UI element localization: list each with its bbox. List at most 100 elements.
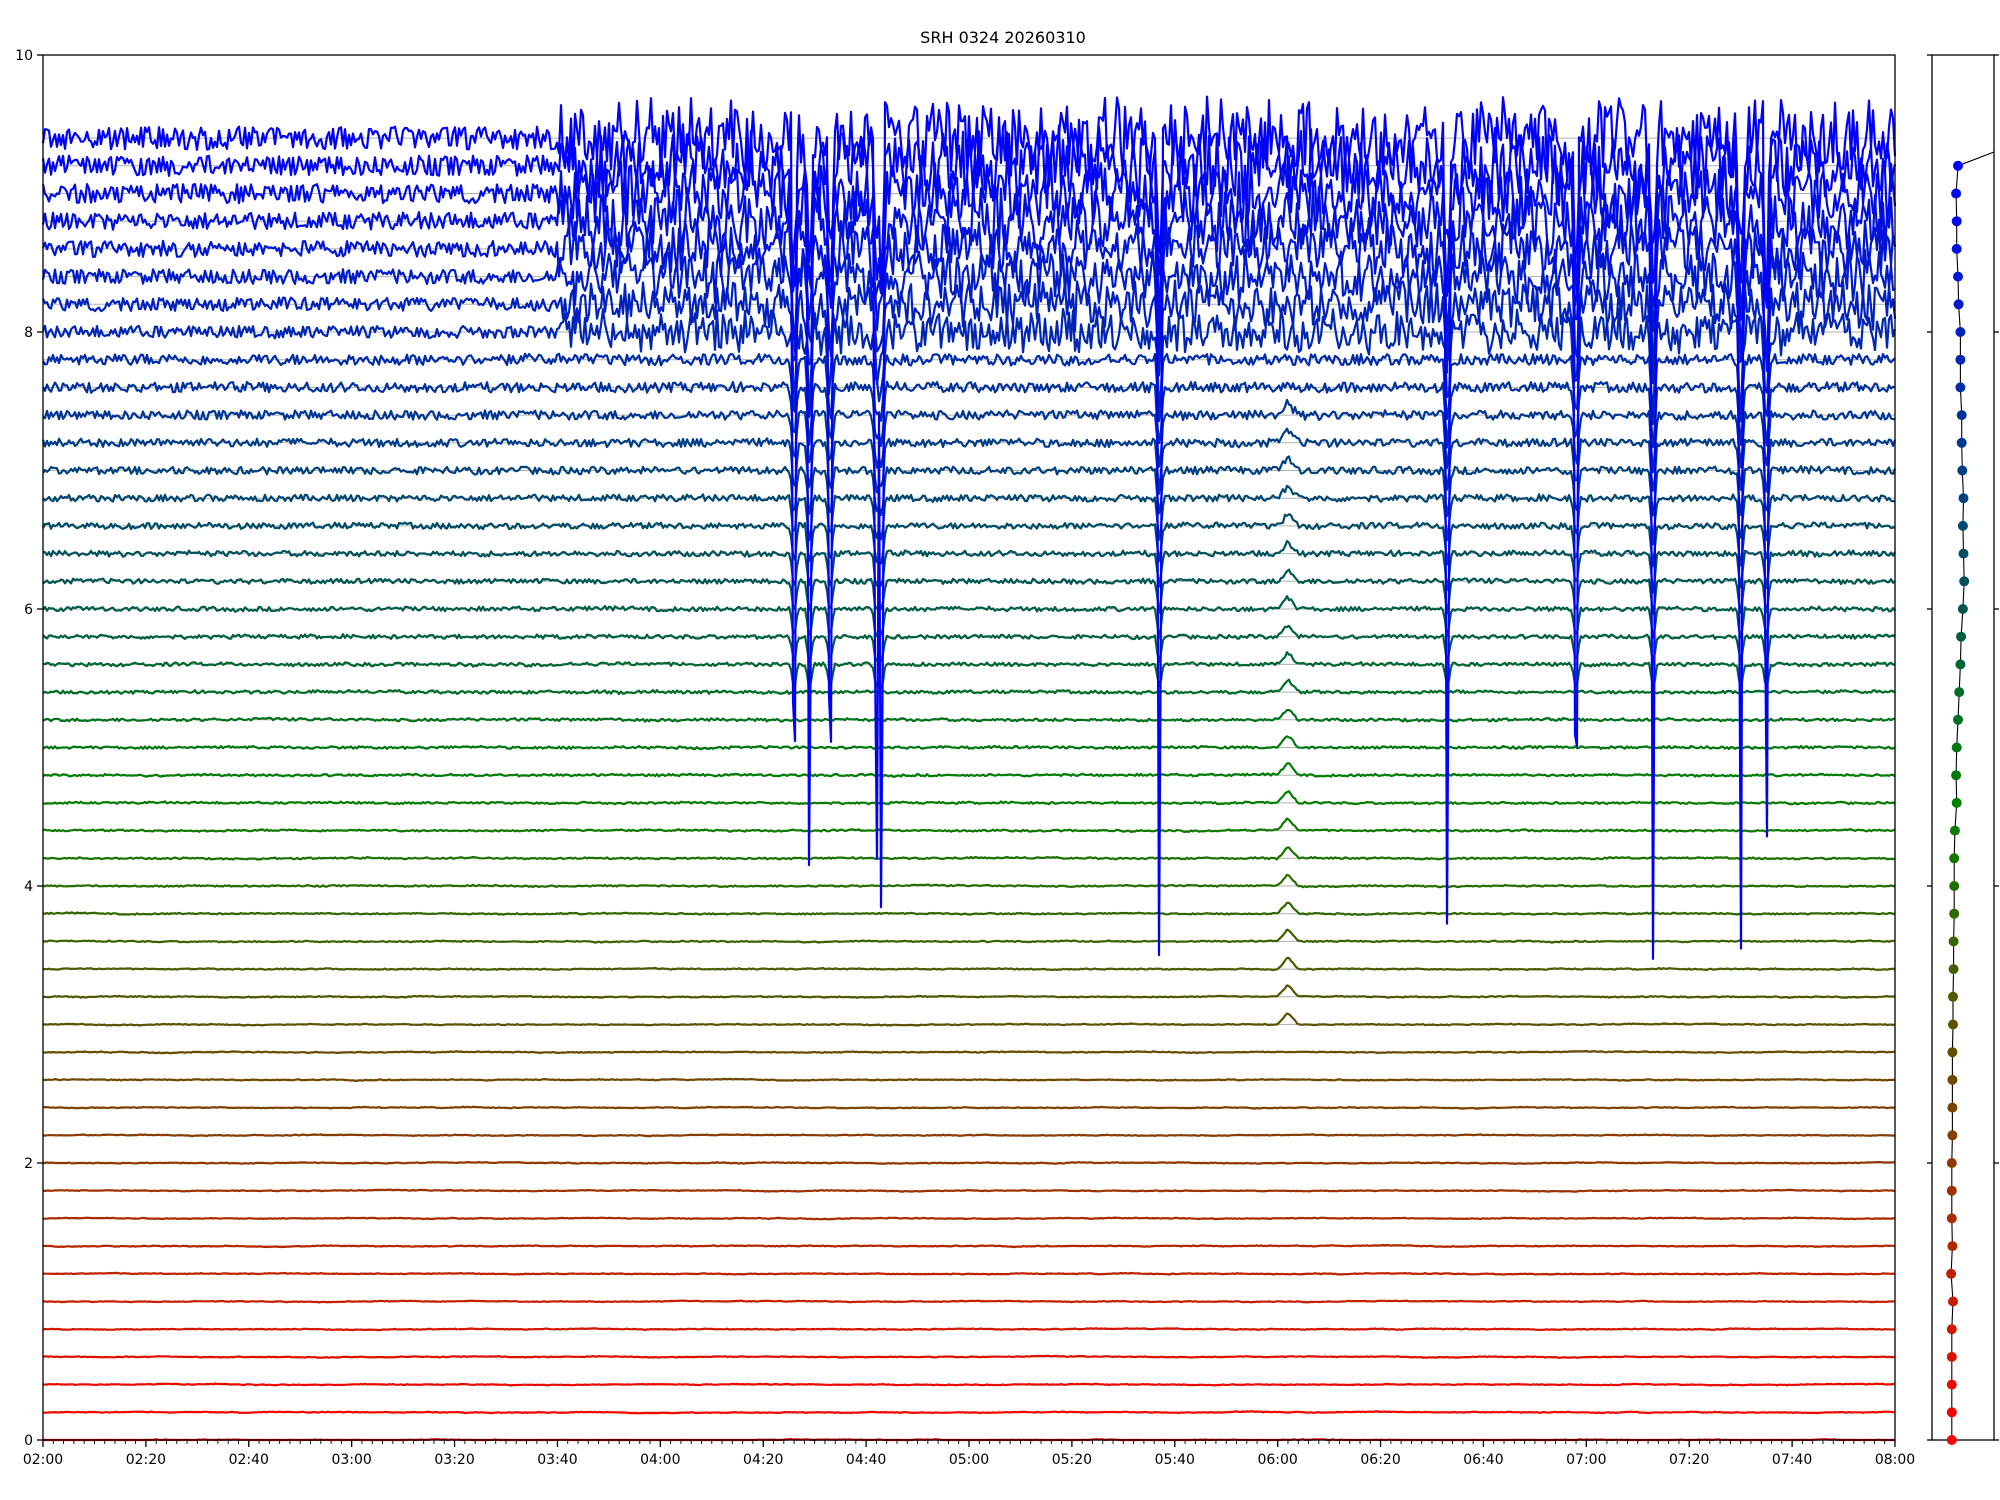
side-panel-points bbox=[1946, 151, 1995, 1445]
x-tick-label: 05:40 bbox=[1155, 1452, 1195, 1468]
side-panel-point bbox=[1948, 1296, 1958, 1307]
channel-trace bbox=[42, 539, 1896, 594]
side-panel-point bbox=[1946, 1158, 1957, 1168]
side-panel-point bbox=[1953, 271, 1963, 282]
side-panel-point bbox=[1946, 1407, 1957, 1418]
x-tick-label: 04:40 bbox=[846, 1452, 886, 1468]
y-tick-label: 2 bbox=[24, 1156, 33, 1172]
channel-trace bbox=[42, 1188, 1896, 1193]
x-tick-label: 05:00 bbox=[949, 1452, 989, 1468]
x-tick-label: 04:00 bbox=[640, 1452, 680, 1468]
side-panel bbox=[1927, 54, 1999, 1445]
side-panel-point bbox=[1949, 908, 1960, 919]
channel-trace bbox=[42, 1243, 1896, 1249]
channel-trace bbox=[42, 595, 1896, 639]
channel-trace bbox=[42, 1299, 1896, 1304]
channel-trace bbox=[41, 307, 1897, 417]
side-panel-point bbox=[1957, 465, 1968, 476]
side-panel-point bbox=[1947, 1130, 1958, 1141]
side-panel-point bbox=[1951, 797, 1962, 808]
channel-trace bbox=[41, 427, 1897, 495]
channel-trace bbox=[41, 95, 1897, 960]
channel-trace bbox=[42, 1354, 1895, 1359]
side-panel-line bbox=[1950, 151, 1995, 1440]
channel-trace bbox=[42, 1271, 1896, 1276]
channel-trace bbox=[42, 1382, 1896, 1387]
y-tick-label: 4 bbox=[24, 879, 33, 895]
channel-trace bbox=[42, 624, 1896, 665]
channel-trace bbox=[42, 1105, 1896, 1110]
channel-trace bbox=[42, 1160, 1896, 1165]
side-panel-point bbox=[1946, 1351, 1957, 1362]
chart-title: SRH 0324 20260310 bbox=[920, 28, 1086, 47]
x-tick-label: 07:00 bbox=[1566, 1452, 1606, 1468]
channel-trace bbox=[42, 709, 1896, 723]
side-panel-point bbox=[1947, 1102, 1958, 1113]
side-panel-point bbox=[1953, 160, 1963, 171]
side-panel-point bbox=[1948, 1019, 1958, 1030]
channel-trace bbox=[42, 1327, 1896, 1332]
side-panel-point bbox=[1958, 493, 1969, 504]
channel-trace bbox=[42, 735, 1896, 751]
y-tick-label: 0 bbox=[24, 1433, 33, 1449]
side-panel-point bbox=[1955, 354, 1966, 365]
side-panel-point bbox=[1947, 1241, 1958, 1252]
x-tick-label: 03:40 bbox=[537, 1452, 577, 1468]
side-panel-point bbox=[1951, 243, 1962, 254]
side-panel-point bbox=[1946, 1185, 1957, 1196]
side-panel-point bbox=[1946, 1213, 1957, 1224]
side-panel-point bbox=[1958, 548, 1969, 559]
x-tick-label: 04:20 bbox=[743, 1452, 783, 1468]
channel-trace bbox=[42, 455, 1897, 518]
x-tick-label: 06:40 bbox=[1463, 1452, 1503, 1468]
channel-trace bbox=[42, 762, 1896, 778]
side-panel-point bbox=[1956, 410, 1967, 421]
y-tick-label: 6 bbox=[24, 602, 33, 618]
channel-trace bbox=[42, 1012, 1896, 1027]
side-panel-point bbox=[1951, 216, 1962, 227]
side-panel-point bbox=[1955, 659, 1966, 670]
channel-trace bbox=[42, 1410, 1895, 1415]
channel-traces bbox=[41, 95, 1897, 1442]
x-tick-label: 08:00 bbox=[1875, 1452, 1915, 1468]
x-tick-label: 02:40 bbox=[229, 1452, 269, 1468]
side-panel-point bbox=[1951, 188, 1962, 199]
side-panel-point bbox=[1946, 1268, 1957, 1279]
channel-trace bbox=[42, 956, 1896, 972]
x-tick-label: 05:20 bbox=[1052, 1452, 1092, 1468]
side-panel-point bbox=[1955, 327, 1966, 337]
channel-trace bbox=[42, 1050, 1896, 1055]
side-panel-point bbox=[1953, 714, 1963, 725]
side-panel-frame bbox=[1931, 54, 1995, 1441]
y-axis: 0 2 4 6 8 10 bbox=[15, 48, 43, 1449]
side-panel-point bbox=[1948, 936, 1959, 947]
channel-trace bbox=[42, 873, 1896, 889]
x-tick-label: 03:00 bbox=[331, 1452, 371, 1468]
side-panel-point bbox=[1954, 687, 1965, 698]
x-tick-label: 07:20 bbox=[1669, 1452, 1709, 1468]
channel-trace bbox=[42, 513, 1896, 568]
channel-trace bbox=[42, 928, 1895, 944]
channel-trace bbox=[42, 790, 1896, 806]
side-panel-point bbox=[1947, 1074, 1958, 1085]
x-tick-label: 06:20 bbox=[1360, 1452, 1400, 1468]
channel-trace bbox=[41, 248, 1896, 381]
x-tick-label: 02:00 bbox=[23, 1452, 63, 1468]
channel-trace bbox=[42, 1133, 1896, 1138]
side-panel-point bbox=[1947, 1047, 1958, 1058]
side-panel-point bbox=[1957, 520, 1968, 531]
side-panel-point bbox=[1949, 881, 1960, 891]
y-tick-label: 10 bbox=[15, 48, 33, 64]
channel-trace bbox=[42, 817, 1896, 833]
channel-trace bbox=[42, 846, 1896, 861]
side-panel-point bbox=[1949, 825, 1960, 836]
side-panel-point bbox=[1955, 382, 1966, 393]
channel-trace bbox=[42, 568, 1896, 615]
side-panel-point bbox=[1951, 742, 1962, 753]
channel-trace bbox=[42, 398, 1896, 474]
x-tick-label: 03:20 bbox=[434, 1452, 474, 1468]
side-panel-point bbox=[1946, 1324, 1957, 1335]
channel-trace bbox=[42, 678, 1896, 696]
channel-trace bbox=[42, 901, 1896, 916]
